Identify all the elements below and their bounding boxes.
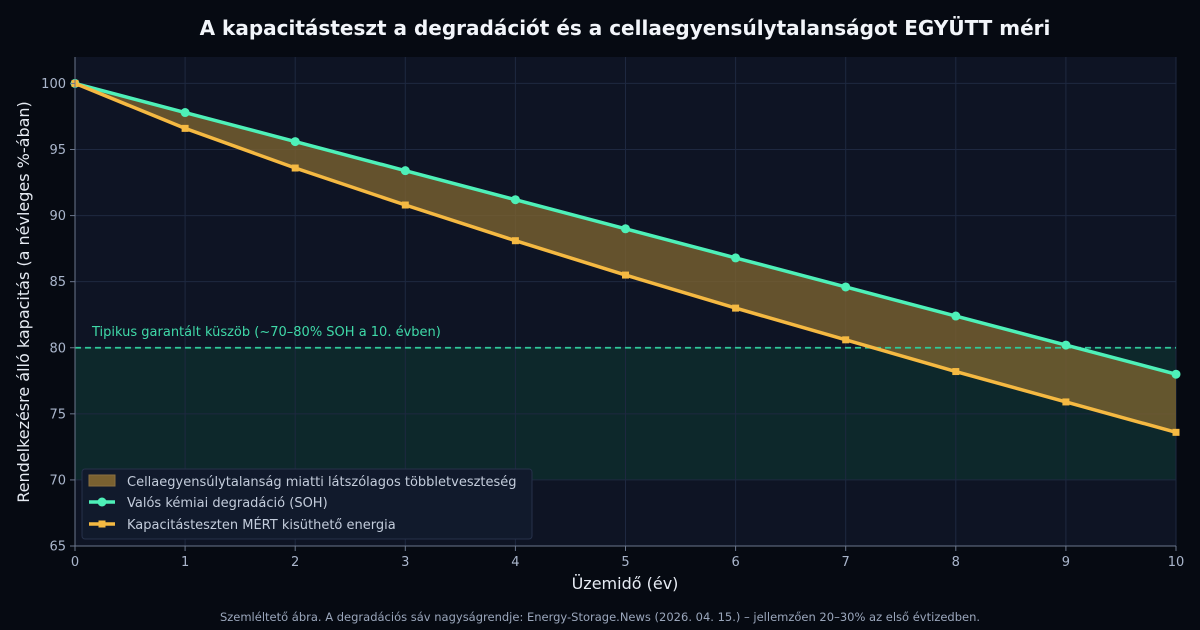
series-1-point-1: [181, 124, 189, 132]
legend-label-measured: Kapacitásteszten MÉRT kisüthető energia: [127, 517, 396, 533]
series-1-point-3: [401, 201, 409, 209]
series-0-point-9: [1061, 340, 1071, 350]
y-axis-title: Rendelkezésre álló kapacitás (a névleges…: [14, 101, 33, 503]
series-0-point-10: [1171, 369, 1181, 379]
x-tick-label-5: 5: [621, 555, 629, 570]
y-tick-label-80: 80: [49, 341, 66, 356]
legend-swatch-band: [88, 474, 116, 487]
series-1-point-9: [1062, 398, 1070, 406]
y-tick-label-75: 75: [49, 407, 66, 422]
legend-marker-soh: [97, 497, 107, 507]
y-tick-label-85: 85: [49, 275, 66, 290]
y-tick-label-90: 90: [49, 209, 66, 224]
series-layer: [70, 78, 1181, 436]
series-1-point-6: [732, 304, 740, 312]
x-tick-label-1: 1: [181, 555, 189, 570]
y-tick-label-95: 95: [49, 143, 66, 158]
series-0-point-7: [841, 282, 851, 292]
x-tick-label-10: 10: [1168, 555, 1185, 570]
chart-title: A kapacitásteszt a degradációt és a cell…: [200, 16, 1051, 40]
legend: Cellaegyensúlytalanság miatti látszólago…: [81, 468, 533, 540]
series-0-point-1: [180, 108, 190, 118]
x-tick-label-9: 9: [1062, 555, 1070, 570]
x-tick-label-0: 0: [71, 555, 79, 570]
x-tick-label-6: 6: [731, 555, 739, 570]
x-tick-label-2: 2: [291, 555, 299, 570]
legend-label-soh: Valós kémiai degradáció (SOH): [127, 496, 328, 511]
y-tick-label-65: 65: [49, 540, 66, 555]
series-0-point-5: [621, 224, 630, 234]
y-tick-label-100: 100: [41, 77, 66, 92]
legend-label-band: Cellaegyensúlytalanság miatti látszólago…: [127, 475, 517, 490]
series-1-point-7: [842, 336, 850, 344]
series-0-point-2: [290, 137, 300, 147]
footnote: Szemléltető ábra. A degradációs sáv nagy…: [220, 610, 980, 624]
legend-marker-measured: [98, 520, 106, 528]
series-1-point-4: [511, 237, 519, 245]
threshold-label: Tipikus garantált küszöb (~70–80% SOH a …: [91, 325, 441, 340]
series-0-point-8: [951, 311, 961, 321]
x-axis-title: Üzemidő (év): [572, 574, 679, 593]
imbalance-band-layer: [75, 83, 1176, 433]
series-1-point-8: [952, 368, 960, 376]
series-1-point-5: [622, 271, 629, 279]
imbalance-band: [75, 83, 1176, 433]
x-tick-label-7: 7: [842, 555, 850, 570]
x-tick-label-8: 8: [952, 555, 960, 570]
x-tick-label-4: 4: [511, 555, 519, 570]
legend-box: [81, 468, 533, 540]
y-tick-label-70: 70: [49, 473, 66, 488]
axis-layer: 0 1 2 3 4 5 6 7 8 9 10 65 70 75 80 85 90 95 100: [41, 57, 1184, 570]
series-0-point-6: [731, 253, 741, 263]
series-1-point-10: [1172, 428, 1180, 436]
series-1-point-2: [291, 164, 299, 172]
x-tick-label-3: 3: [401, 555, 409, 570]
series-0-point-4: [510, 195, 520, 205]
series-0-point-3: [400, 166, 410, 176]
